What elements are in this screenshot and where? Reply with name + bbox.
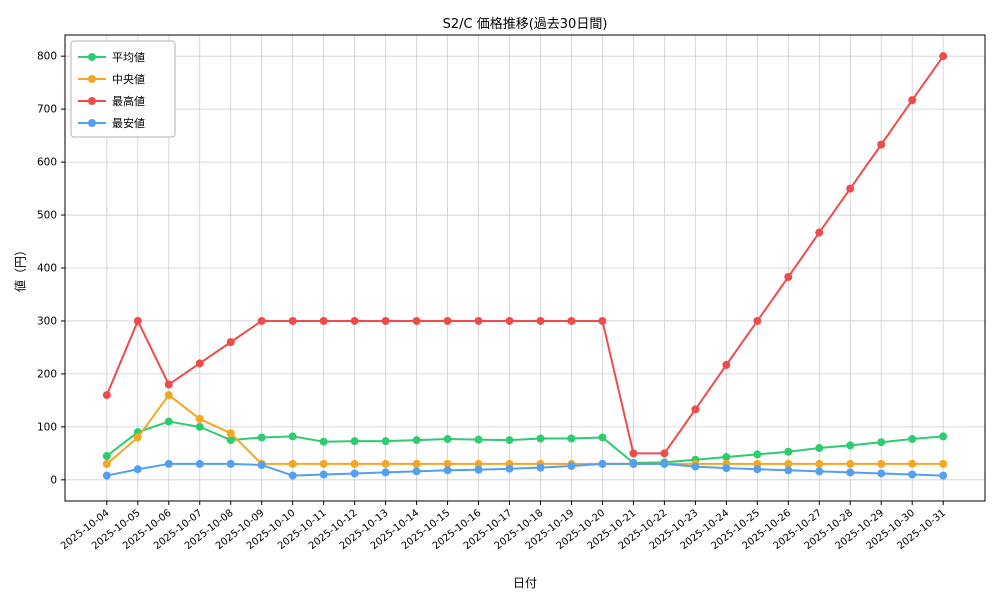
svg-text:400: 400 [37,263,57,275]
svg-text:800: 800 [37,51,57,63]
series-max [102,52,948,458]
chart-title: S2/C 価格推移(過去30日間) [442,17,608,32]
legend-item-max: 最高値 [78,94,145,108]
x-axis-label: 日付 [512,576,537,590]
svg-text:700: 700 [37,104,57,116]
svg-text:600: 600 [37,157,57,169]
legend-label-median: 中央値 [112,73,145,86]
svg-text:300: 300 [37,315,57,327]
legend-item-median: 中央値 [78,73,145,86]
legend-label-max: 最高値 [112,94,145,108]
x-axis-ticks: 2025-10-042025-10-052025-10-062025-10-07… [59,501,948,552]
svg-text:0: 0 [50,474,57,486]
y-axis-ticks: 0 100 200 300 400 500 600 700 800 [37,51,65,486]
legend-label-min: 最安値 [112,116,145,130]
legend-label-average: 平均値 [112,51,145,64]
series-average [102,417,948,467]
legend-item-min: 最安値 [78,116,145,130]
grid [65,35,985,501]
series-min [102,459,948,480]
y-axis-label: 値（円） [13,243,28,293]
svg-text:100: 100 [37,421,57,433]
legend-item-average: 平均値 [78,51,145,64]
svg-text:500: 500 [37,210,57,222]
svg-text:200: 200 [37,368,57,380]
